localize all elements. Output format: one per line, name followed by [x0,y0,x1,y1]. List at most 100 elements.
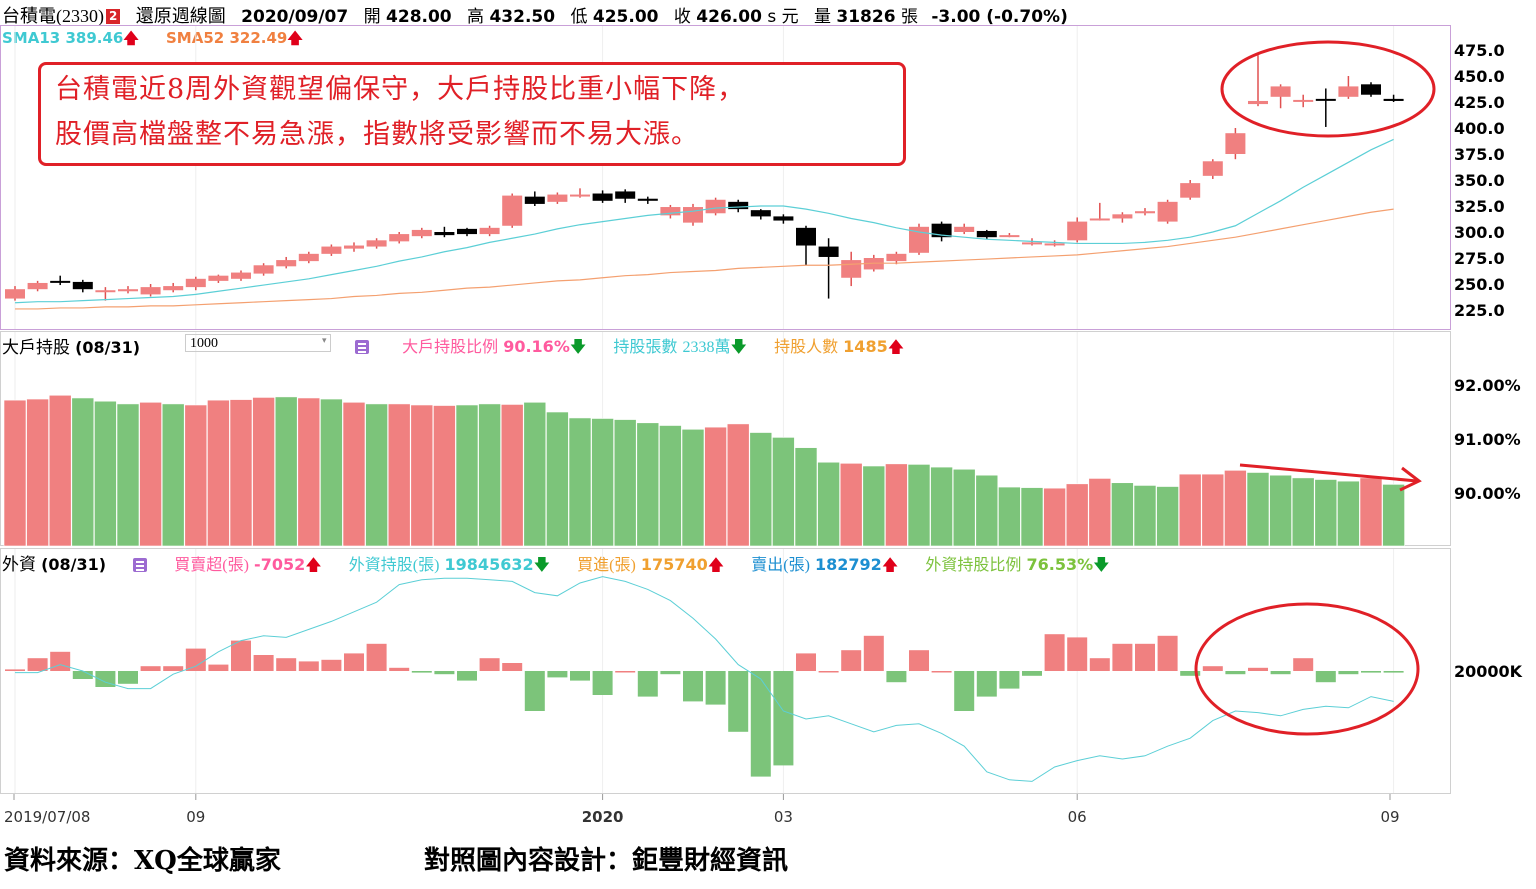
buy-label: 買進(張) [577,557,636,574]
holder-bar [161,403,185,547]
sma-line [15,208,1394,310]
sell-value: 182792 [815,555,882,574]
candle-body [1270,86,1291,97]
holder-ratio-value: 90.16% [503,337,570,356]
holder-bar [26,398,49,547]
candle-body [1044,243,1065,246]
holder-shares-value: 2338萬 [682,339,731,356]
candle-body [1022,242,1042,245]
holder-bar [817,461,840,547]
close-suffix: s 元 [767,7,799,27]
low-value: 425.00 [592,7,659,27]
foreign-bar [547,671,568,678]
foreign-list-icon[interactable] [133,558,148,572]
x-tick-label: 09 [1380,808,1399,826]
foreign-bar [660,671,681,675]
foreign-ratio-label: 外資持股比例 [925,557,1022,574]
holder-bar [1065,483,1089,547]
foreign-bar [457,671,477,681]
candle-body [1338,86,1359,97]
holder-stats: 大戶持股比例 90.16%🡇 持股張數 2338萬🡇 持股人數 1485🡅 [355,333,904,363]
x-tick-label: 2019/07/08 [4,808,90,826]
foreign-bar [140,666,161,671]
design-credit: 對照圖內容設計：鉅豐財經資訊 [424,846,789,876]
y-tick-label: 400.0 [1454,119,1505,138]
holder-date: (08/31) [75,338,141,357]
holder-bar [772,437,795,547]
holder-bar [839,462,863,547]
candle-body [976,230,997,238]
foreign-bar [1044,634,1065,671]
holder-bar [568,417,592,547]
candle-body [72,281,93,290]
holder-bar [1043,487,1066,547]
list-icon[interactable] [355,340,369,354]
holder-bar [613,419,637,547]
holder-bar [297,397,321,547]
foreign-bar [366,643,387,671]
chart-mode[interactable]: 還原週線圖 [135,6,226,26]
buy-value: 175740 [640,555,708,574]
sma13-up-icon: 🡅 [123,29,139,47]
holder-bar [726,423,750,547]
candle-body [1135,211,1155,214]
foreign-bar [72,671,93,679]
holder-bar [1088,478,1112,547]
holder-bar [410,404,434,547]
candle-body [1067,221,1088,241]
holder-count-up-icon: 🡅 [887,337,905,356]
threshold-dropdown-icon[interactable]: ▾ [322,336,327,346]
volume-unit: 張 [900,7,918,27]
candle-body [705,199,726,214]
holder-bar [252,397,275,547]
net-label: 買賣超(張) [174,557,249,574]
candle-body [999,235,1020,238]
threshold-input[interactable]: 1000 [185,334,331,352]
stock-name[interactable]: 台積電(2330) [2,6,104,26]
holder-shares-label: 持股張數 [613,339,678,356]
candle-body [931,223,952,238]
foreign-bar [253,655,274,671]
holder-bar [1224,470,1247,547]
y-tick-label: 275.0 [1454,249,1505,268]
foreign-ratio-value: 76.53% [1026,555,1094,574]
x-tick-label: 03 [774,808,793,826]
candle-body [253,265,274,274]
foreign-bar [1383,671,1404,673]
x-tick-label: 06 [1068,808,1087,826]
foreign-bar [1225,671,1246,675]
foreign-bar [1180,671,1201,676]
candle-body [1089,218,1110,221]
foreign-bar [1089,658,1110,671]
candle-body [1293,99,1314,102]
candle-body [50,280,71,283]
y-tick-label: 450.0 [1454,67,1505,86]
high-value: 432.50 [489,7,556,27]
sell-up-icon: 🡅 [881,555,899,574]
holder-bar [1269,474,1292,547]
candle-body [1157,201,1178,222]
quote-header: 台積電(2330) 2 還原週線圖 2020/09/07 開 428.00 高 4… [2,2,1068,28]
foreign-bar [185,648,206,671]
holder-bar [1020,487,1044,547]
foreign-bar [502,663,523,671]
foreign-bar [95,671,116,687]
candle-body [344,245,364,249]
foreign-bar [750,671,771,777]
holder-bar [998,486,1021,547]
holder-bar [433,405,456,547]
foreign-bar [1293,658,1314,671]
y-tick-label: 300.0 [1454,223,1505,242]
foreign-bar [434,671,455,675]
candle-body [886,253,907,262]
candle-body [683,207,703,223]
foreign-bar [954,671,975,711]
quote-date: 2020/09/07 [241,7,349,27]
candle-body [615,191,636,199]
holder-bar [455,404,479,547]
holder-shares-down-icon: 🡇 [730,337,747,356]
candle-body [502,195,523,226]
holder-bar [94,400,117,547]
holder-title: 大戶持股 [2,338,70,357]
